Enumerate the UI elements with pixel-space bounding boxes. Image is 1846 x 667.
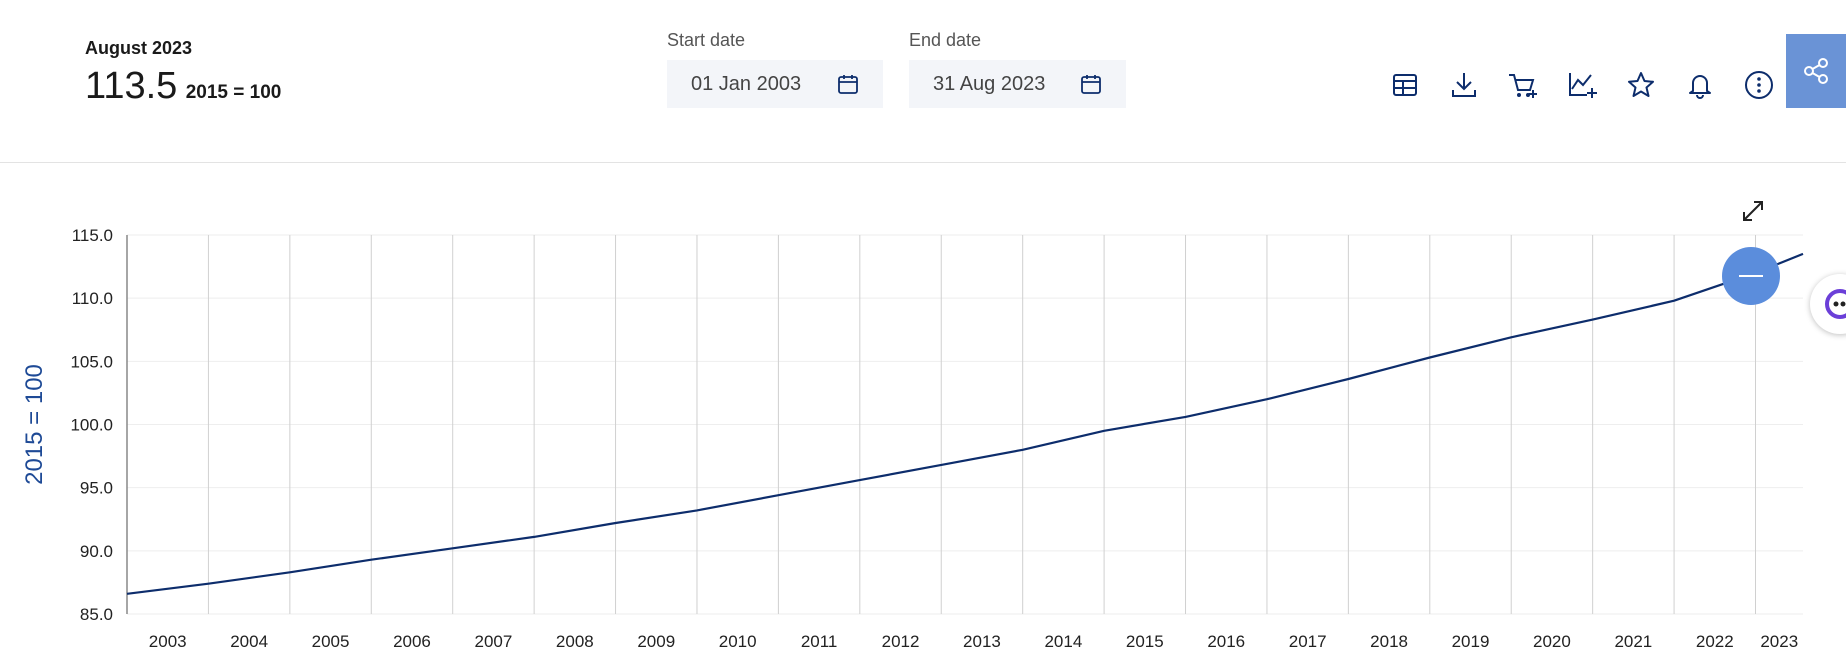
end-date-input[interactable]: 31 Aug 2023 bbox=[909, 60, 1126, 108]
y-tick-label: 110.0 bbox=[72, 289, 113, 308]
x-tick-label: 2014 bbox=[1044, 632, 1082, 651]
latest-observation: August 2023 113.5 2015 = 100 bbox=[85, 38, 281, 108]
series-line bbox=[126, 252, 1804, 595]
x-tick-label: 2017 bbox=[1289, 632, 1327, 651]
x-tick-label: 2003 bbox=[149, 632, 187, 651]
download-icon bbox=[1452, 73, 1476, 97]
x-tick-label: 2011 bbox=[801, 632, 838, 651]
latest-value: 113.5 bbox=[85, 65, 178, 107]
calendar-icon[interactable] bbox=[837, 73, 859, 95]
more-options-button[interactable] bbox=[1744, 70, 1774, 100]
end-date-value: 31 Aug 2023 bbox=[933, 72, 1046, 95]
x-tick-label: 2023 bbox=[1760, 632, 1798, 651]
x-tick-label: 2009 bbox=[637, 632, 675, 651]
end-date-label: End date bbox=[909, 30, 982, 50]
x-tick-label: 2019 bbox=[1452, 632, 1490, 651]
minus-icon bbox=[1739, 275, 1763, 277]
start-date-label: Start date bbox=[667, 30, 746, 50]
x-tick-label: 2006 bbox=[393, 632, 431, 651]
alert-button[interactable] bbox=[1685, 70, 1715, 100]
x-tick-label: 2005 bbox=[312, 632, 350, 651]
y-tick-label: 85.0 bbox=[80, 605, 113, 624]
y-tick-label: 105.0 bbox=[70, 352, 113, 371]
x-tick-label: 2022 bbox=[1696, 632, 1734, 651]
x-tick-label: 2021 bbox=[1614, 632, 1652, 651]
more-icon bbox=[1745, 71, 1773, 99]
add-to-cart-button[interactable] bbox=[1508, 70, 1538, 100]
expand-icon[interactable] bbox=[1740, 198, 1766, 224]
x-tick-label: 2004 bbox=[230, 632, 268, 651]
bell-icon bbox=[1689, 75, 1711, 99]
x-tick-label: 2007 bbox=[474, 632, 512, 651]
table-view-button[interactable] bbox=[1390, 70, 1420, 100]
y-tick-label: 115.0 bbox=[72, 226, 113, 245]
y-tick-label: 100.0 bbox=[70, 416, 113, 435]
assistant-widget[interactable] bbox=[1810, 274, 1846, 334]
y-tick-label: 95.0 bbox=[80, 479, 113, 498]
x-tick-label: 2016 bbox=[1207, 632, 1245, 651]
cart-add-icon bbox=[1509, 74, 1537, 98]
start-date-value: 01 Jan 2003 bbox=[691, 72, 802, 95]
latest-period: August 2023 bbox=[85, 38, 193, 58]
end-date-group: End date 31 Aug 2023 bbox=[909, 30, 1126, 108]
x-tick-label: 2008 bbox=[556, 632, 594, 651]
collapse-button[interactable] bbox=[1722, 247, 1780, 305]
calendar-icon[interactable] bbox=[1080, 73, 1102, 95]
chart-add-icon bbox=[1569, 73, 1597, 98]
assistant-icon bbox=[1825, 289, 1846, 319]
y-axis-title: 2015 = 100 bbox=[21, 364, 48, 485]
start-date-group: Start date 01 Jan 2003 bbox=[667, 30, 883, 108]
x-tick-label: 2018 bbox=[1370, 632, 1408, 651]
start-date-input[interactable]: 01 Jan 2003 bbox=[667, 60, 883, 108]
header-bar: August 2023 113.5 2015 = 100 Start date … bbox=[0, 0, 1846, 163]
share-button[interactable] bbox=[1786, 34, 1846, 108]
star-icon bbox=[1628, 72, 1654, 97]
line-chart: 115.0 110.0 105.0 100.0 95.0 90.0 85.0 2003 2004… bbox=[21, 226, 1804, 651]
add-series-button[interactable] bbox=[1567, 70, 1597, 100]
latest-unit: 2015 = 100 bbox=[185, 82, 282, 103]
download-button[interactable] bbox=[1449, 70, 1479, 100]
x-tick-label: 2012 bbox=[882, 632, 920, 651]
favourite-button[interactable] bbox=[1626, 70, 1656, 100]
x-tick-label: 2020 bbox=[1533, 632, 1571, 651]
chart-toolbar bbox=[1390, 70, 1803, 100]
x-tick-label: 2015 bbox=[1126, 632, 1164, 651]
x-tick-label: 2013 bbox=[963, 632, 1001, 651]
share-icon bbox=[1804, 58, 1828, 84]
y-tick-label: 90.0 bbox=[80, 542, 113, 561]
table-icon bbox=[1393, 74, 1417, 96]
x-tick-label: 2010 bbox=[719, 632, 757, 651]
